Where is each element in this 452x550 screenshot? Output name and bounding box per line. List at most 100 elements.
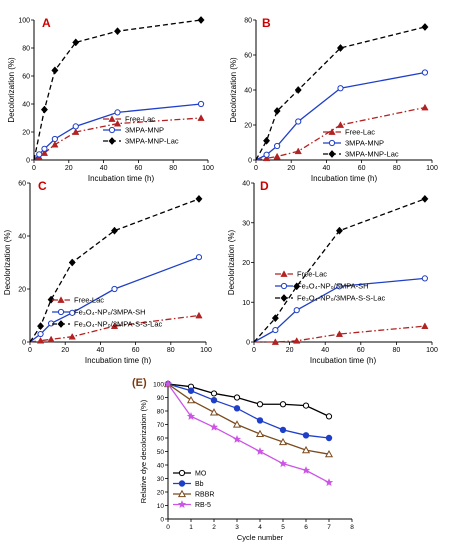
chart-panel-4: 0 20 40 60 80 100 0 10 20 30 40 Incubation time (h)…: [227, 179, 438, 365]
data-point: [36, 336, 45, 344]
data-point: [324, 478, 334, 487]
data-point: [278, 437, 288, 446]
data-point: [255, 429, 265, 438]
y-tick-label: 20: [242, 260, 250, 267]
x-tick-label: 0: [28, 347, 32, 354]
y-tick-label: 20: [157, 490, 165, 497]
y-tick-label: 80: [22, 46, 30, 53]
y-tick-label: 20: [22, 130, 30, 137]
legend-marker: [177, 489, 187, 498]
panel-label: A: [42, 16, 51, 30]
y-tick-label: 0: [26, 158, 30, 165]
legend-marker: [108, 137, 116, 145]
y-tick-label: 30: [242, 220, 250, 227]
data-point: [273, 107, 281, 115]
data-point: [293, 337, 301, 344]
series-2: [29, 254, 203, 343]
x-tick-label: 5: [281, 524, 285, 531]
data-point: [232, 420, 242, 428]
x-tick-label: 20: [65, 165, 73, 172]
x-tick-label: 20: [286, 347, 294, 354]
series-1: [29, 311, 203, 344]
data-point: [337, 85, 344, 92]
legend-marker: [108, 115, 116, 122]
x-tick-label: 100: [200, 347, 212, 354]
series-1: [254, 322, 429, 345]
series-1: [255, 103, 429, 162]
legend-marker: [178, 469, 186, 477]
data-point: [197, 114, 205, 121]
data-point: [263, 136, 271, 145]
data-point: [301, 445, 311, 454]
legend: Free-Lac Fe₃O₄-NP₀/3MPA-SH Fe₃O₄-NP₀/3MPA-…: [275, 270, 386, 303]
legend-label: MO: [195, 471, 207, 478]
data-point: [163, 379, 173, 388]
data-point: [68, 332, 76, 340]
data-point: [72, 38, 80, 47]
x-tick-label: 80: [169, 165, 177, 172]
legend-marker: [280, 270, 288, 277]
data-point: [336, 121, 345, 128]
x-axis-label: Cycle number: [237, 533, 284, 542]
data-point: [72, 123, 79, 130]
data-point: [325, 434, 333, 442]
data-point: [233, 405, 241, 412]
data-point: [255, 446, 265, 456]
series-2: [33, 100, 205, 161]
panel-label: B: [262, 16, 271, 30]
series-3: [33, 16, 205, 161]
data-point: [113, 27, 122, 36]
legend-marker: [108, 126, 116, 134]
x-tick-label: 4: [258, 524, 262, 531]
legend-label: 3MPA-MNP-Lac: [345, 150, 399, 159]
data-point: [274, 142, 281, 150]
y-tick-label: 40: [157, 463, 165, 470]
series-line: [255, 26, 426, 161]
y-tick-label: 0: [160, 517, 164, 524]
x-axis-label: Incubation time (h): [88, 174, 155, 183]
legend: Free-Lac 3MPA-MNP 3MPA-MNP-Lac: [103, 115, 179, 146]
data-point: [263, 151, 270, 158]
legend-label: Free-Lac: [125, 115, 155, 124]
y-tick-label: 40: [242, 181, 250, 188]
y-tick-label: 60: [244, 53, 252, 60]
chart-panel-1: 0 20 40 60 80 100 0 20 40 60 80 100 Incubation time …: [7, 16, 214, 183]
y-tick-label: 80: [157, 409, 165, 416]
series-line: [167, 383, 330, 417]
legend: Free-Lac Fe₃O₄-NP₀/3MPA-SH Fe₃O₄-NP₀/3MPA-…: [52, 296, 163, 329]
panel-label: D: [260, 179, 269, 193]
series-2: [255, 69, 429, 161]
data-point: [209, 408, 219, 416]
y-tick-label: 0: [248, 158, 252, 165]
legend-marker: [57, 320, 65, 328]
y-tick-label: 20: [244, 123, 252, 130]
data-point: [336, 283, 343, 290]
legend-label: Free-Lac: [345, 128, 375, 137]
y-tick-label: 10: [157, 503, 165, 510]
series-line: [253, 198, 426, 343]
legend-label: Fe₃O₄-NP₀/3MPA-SH: [297, 282, 369, 291]
series-line: [167, 383, 330, 439]
data-point: [279, 401, 287, 408]
data-point: [294, 147, 302, 155]
data-point: [197, 16, 205, 24]
series-line: [167, 383, 330, 455]
y-tick-label: 100: [18, 18, 30, 25]
data-point: [256, 401, 264, 408]
data-point: [421, 23, 429, 31]
x-tick-label: 40: [323, 165, 331, 172]
data-point: [336, 44, 345, 52]
data-point: [295, 118, 302, 125]
legend-label: Free-Lac: [297, 270, 327, 279]
data-point: [72, 128, 80, 135]
legend-marker: [178, 480, 186, 487]
series-line: [33, 19, 202, 161]
series-2: [253, 275, 428, 343]
data-point: [302, 432, 310, 439]
series-1: [33, 114, 205, 161]
x-tick-label: 2: [212, 524, 216, 531]
legend-marker: [280, 294, 288, 302]
data-point: [421, 69, 429, 76]
legend-label: Fe₃O₄-NP₀/3MPA-S-S-Lac: [297, 294, 386, 303]
y-tick-label: 60: [157, 436, 165, 443]
